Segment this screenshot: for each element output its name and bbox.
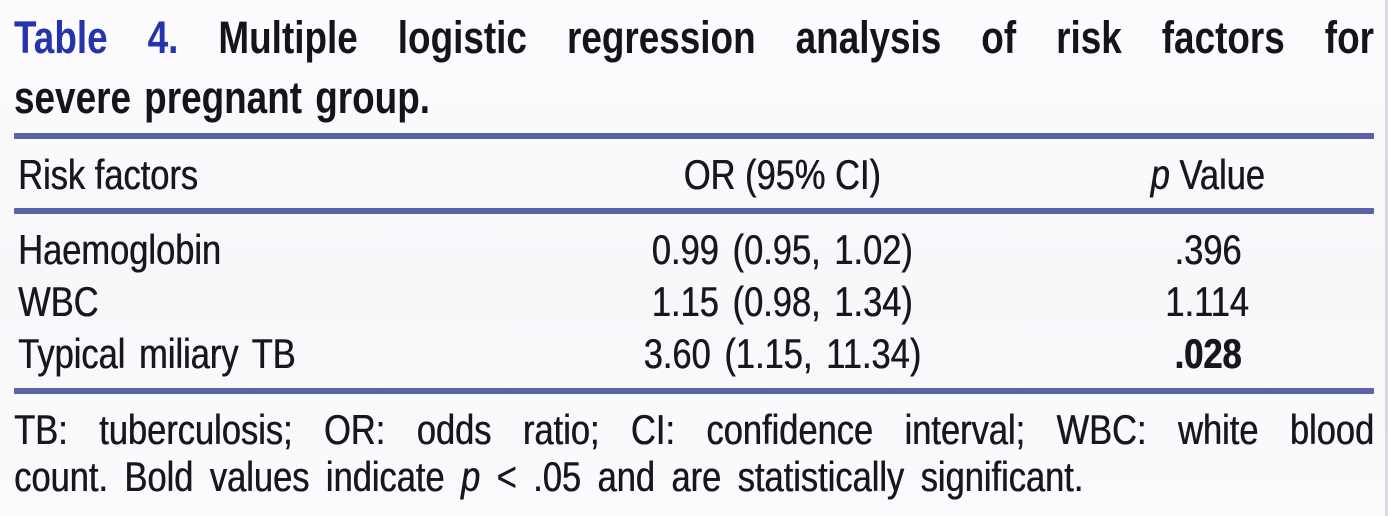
table-label: Table 4. xyxy=(14,12,179,63)
footnote-line2: count. Bold values indicate p < .05 and … xyxy=(14,453,1084,500)
cell-or-ci: 1.15 (0.98, 1.34) xyxy=(651,278,913,325)
header-p-italic: p xyxy=(1150,151,1170,198)
header-or-ci-label: OR (95% CI) xyxy=(683,151,881,198)
header-or-ci: OR (95% CI) xyxy=(558,151,1007,199)
top-rule xyxy=(14,133,1374,139)
table-caption-line2: severe pregnant group. xyxy=(14,72,431,123)
cell-p-value: 1.114 xyxy=(1165,278,1250,325)
cell-or-ci: 3.60 (1.15, 11.34) xyxy=(643,330,922,377)
header-rule xyxy=(14,208,1374,214)
table-footnote: TB: tuberculosis; OR: odds ratio; CI: co… xyxy=(14,394,1374,500)
table-row-wbc: WBC 1.15 (0.98, 1.34) 1.114 xyxy=(14,276,1374,328)
cell-risk-factor: Haemoglobin xyxy=(18,226,221,273)
table-caption-line1: Table 4. Multiple logistic regression an… xyxy=(14,8,1374,68)
header-p-rest: Value xyxy=(1169,151,1265,198)
table-figure: Table 4. Multiple logistic regression an… xyxy=(14,0,1374,500)
header-risk-factors: Risk factors xyxy=(14,151,558,199)
footnote-line1: TB: tuberculosis; OR: odds ratio; CI: co… xyxy=(14,406,1374,453)
table-row-haemoglobin: Haemoglobin 0.99 (0.95, 1.02) .396 xyxy=(14,224,1374,276)
header-risk-factors-label: Risk factors xyxy=(18,151,198,198)
table-caption-text: Multiple logistic regression analysis of… xyxy=(178,12,1374,63)
table-body: Haemoglobin 0.99 (0.95, 1.02) .396 WBC 1… xyxy=(14,214,1374,388)
bottom-rule xyxy=(14,388,1374,394)
cell-or-ci: 0.99 (0.95, 1.02) xyxy=(651,226,913,273)
cell-risk-factor: Typical miliary TB xyxy=(18,330,296,377)
cell-risk-factor: WBC xyxy=(18,278,99,325)
header-p-value: p Value xyxy=(1007,151,1374,199)
table-header-row: Risk factors OR (95% CI) p Value xyxy=(14,139,1374,208)
cell-p-value: .396 xyxy=(1173,226,1241,273)
table-caption: Table 4. Multiple logistic regression an… xyxy=(14,0,1374,128)
table-row-typical-miliary-tb: Typical miliary TB 3.60 (1.15, 11.34) .0… xyxy=(14,328,1374,380)
footnote-p-italic: p xyxy=(460,453,480,500)
cell-p-value-significant: .028 xyxy=(1173,330,1241,377)
